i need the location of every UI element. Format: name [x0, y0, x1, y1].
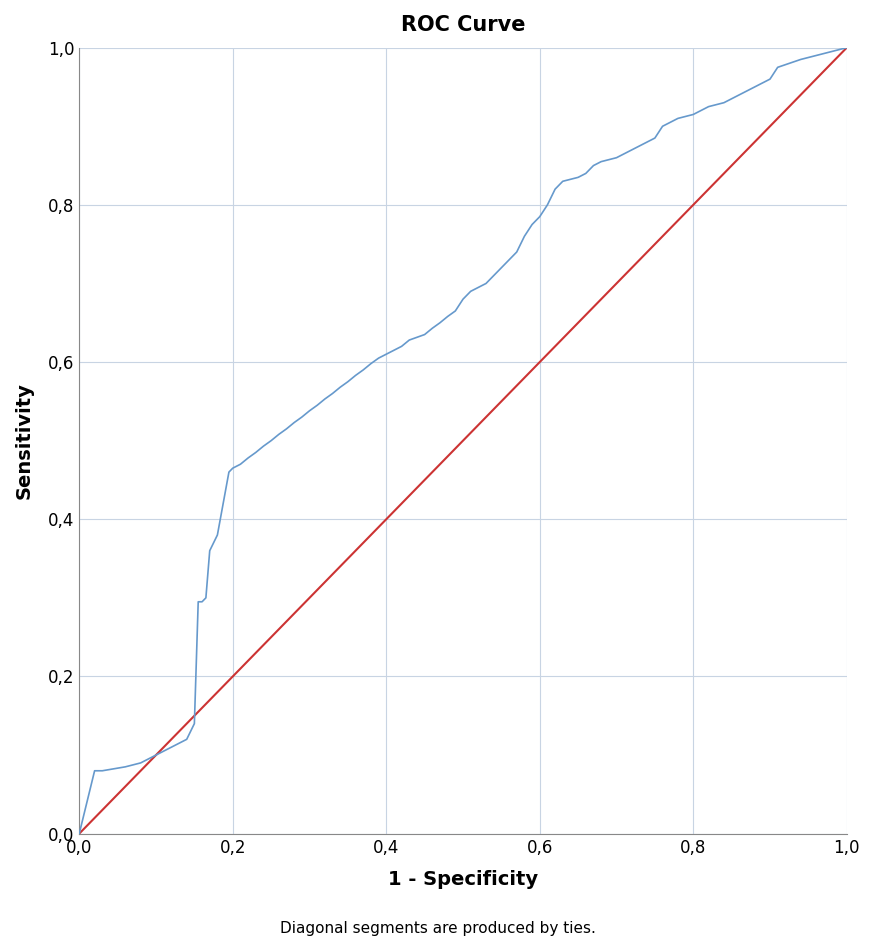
Text: Diagonal segments are produced by ties.: Diagonal segments are produced by ties.	[280, 921, 596, 936]
X-axis label: 1 - Specificity: 1 - Specificity	[388, 870, 538, 889]
Title: ROC Curve: ROC Curve	[401, 15, 525, 35]
Y-axis label: Sensitivity: Sensitivity	[15, 382, 34, 499]
